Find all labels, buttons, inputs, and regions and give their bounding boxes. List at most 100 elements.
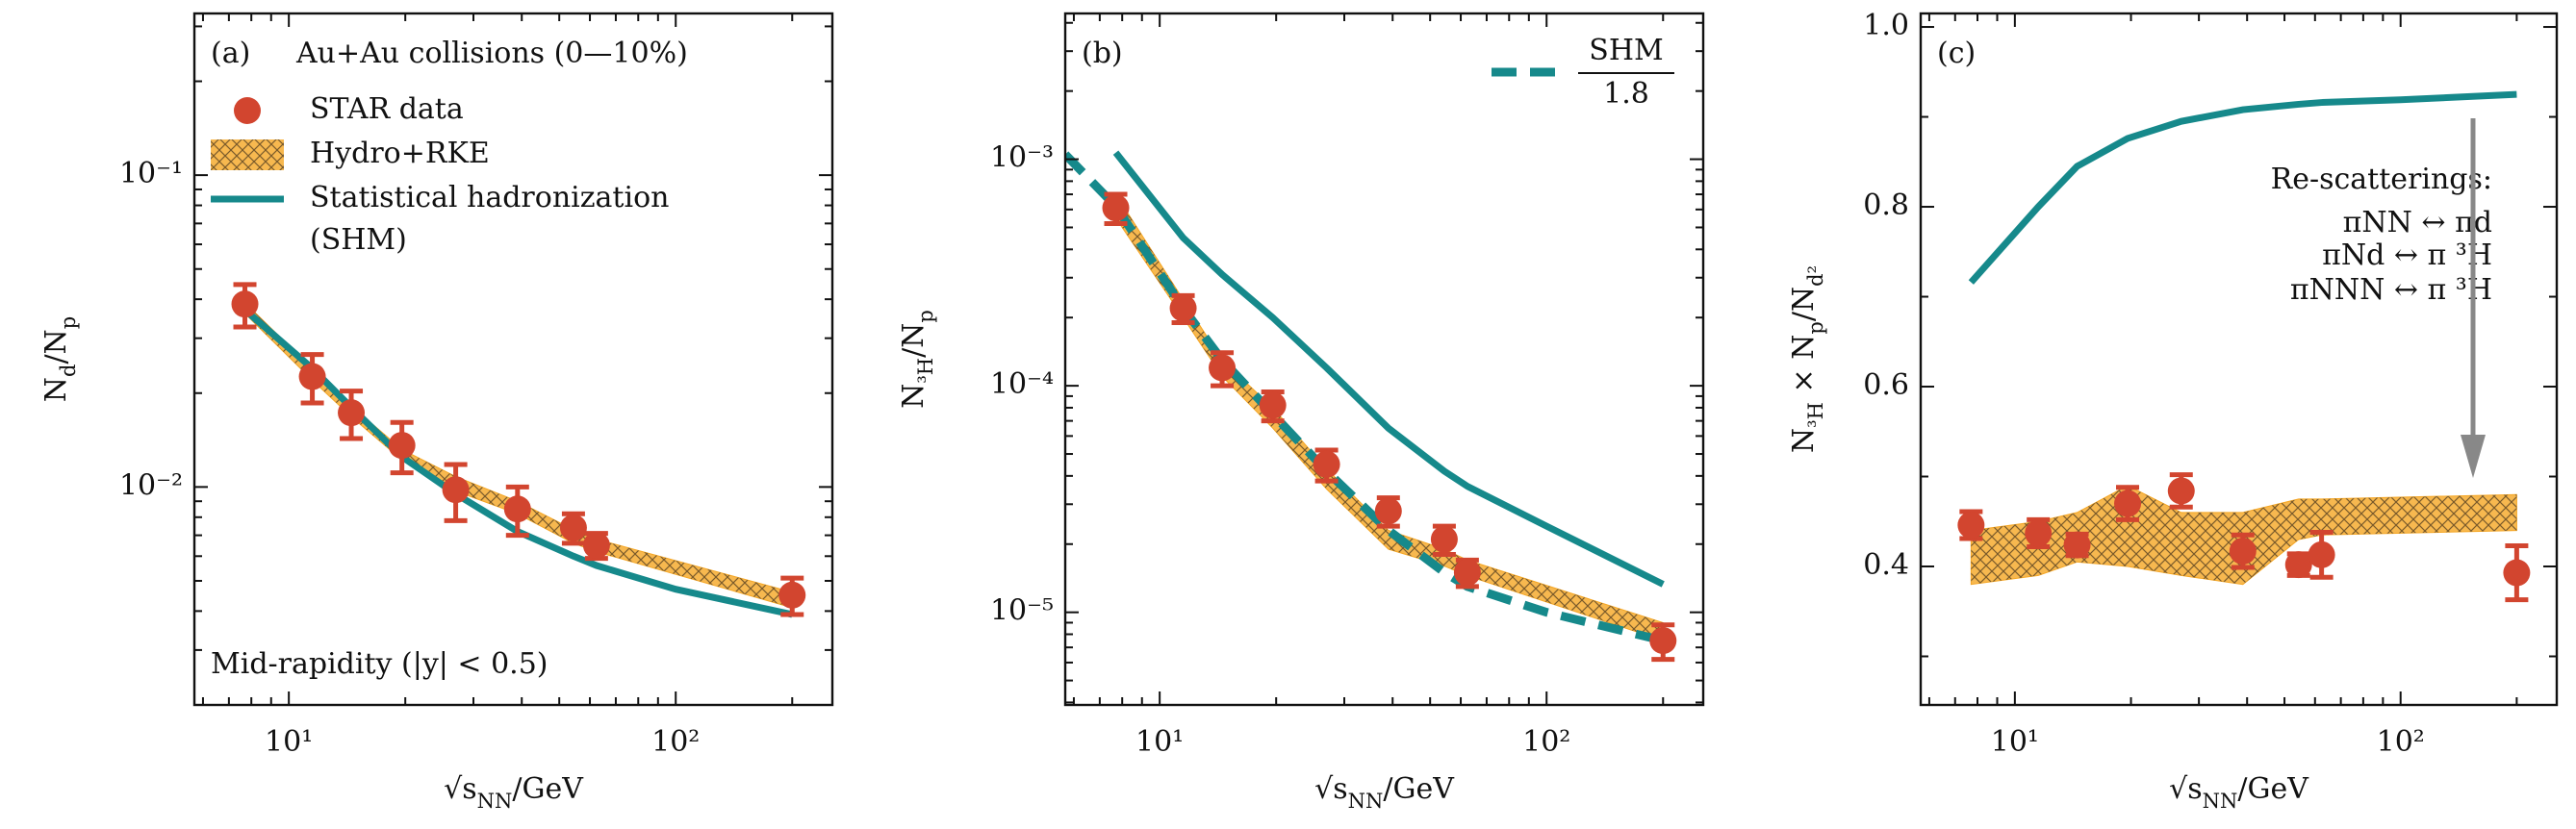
data-point: [2284, 551, 2312, 579]
axis-label-part: N: [897, 384, 931, 409]
axis-label: √sNN/GeV: [1314, 772, 1455, 813]
panel: 10¹ 10² 10⁻⁵ 10⁻⁴ 10⁻³ √sNN/GeV N³H/Np (b) SHM 1.…: [897, 12, 1705, 813]
axis-label: √sNN/GeV: [444, 772, 584, 813]
data-point: [1957, 512, 1985, 540]
dashed-line: [1065, 151, 1665, 645]
data-point: [231, 290, 259, 318]
panel-label: (c): [1937, 37, 1976, 70]
plot-area: [242, 301, 794, 618]
data-point: [2503, 559, 2531, 587]
y-tick-label: 10⁻²: [119, 468, 183, 502]
data-point: [388, 432, 416, 460]
axis-label-part: p: [1804, 321, 1827, 334]
axis-label-part: ³H: [914, 358, 937, 384]
y-tick-label: 10⁻³: [990, 141, 1054, 175]
line: [1112, 150, 1665, 588]
data-point: [1453, 559, 1481, 587]
legend-label-line: Statistical hadronization: [310, 181, 669, 214]
x-tick-label: 10¹: [1991, 725, 2039, 759]
data-point: [1313, 450, 1340, 478]
annotation: πNNN ↔ π ³H: [2290, 273, 2492, 307]
data-point: [338, 399, 366, 427]
band-hatch: [1115, 194, 1664, 641]
band-hatch: [244, 302, 793, 608]
axis-label-part: NN: [2203, 790, 2238, 813]
line: [1968, 90, 2517, 285]
annotation: Mid-rapidity (|y| < 0.5): [211, 647, 548, 681]
plot-area: [1065, 150, 1665, 645]
axis-label-part: /N: [1787, 287, 1821, 321]
x-tick-label: 10²: [1522, 725, 1570, 759]
panel-label: (b): [1082, 37, 1123, 70]
data-point: [2229, 538, 2257, 565]
data-point: [1102, 194, 1130, 222]
data-point: [2114, 490, 2142, 517]
y-tick-label: 0.6: [1863, 368, 1909, 402]
axis-label: N³H × Np/Nd²: [1787, 265, 1827, 453]
axis-label-part: ³H: [1804, 402, 1827, 428]
legend-label: Hydro+RKE: [310, 137, 490, 170]
legend-marker: [211, 139, 284, 170]
axis-label: N³H/Np: [897, 310, 937, 409]
axis-label-part: d²: [1804, 265, 1827, 287]
data-point: [1649, 627, 1677, 655]
line: [242, 307, 794, 618]
y-tick-label: 0.8: [1863, 188, 1909, 222]
axes-frame: [192, 12, 834, 707]
annotation: πNd ↔ π ³H: [2322, 239, 2492, 272]
x-tick-label: 10¹: [1135, 725, 1184, 759]
y-tick-label: 0.4: [1863, 548, 1909, 582]
data-point: [1169, 294, 1197, 322]
axis-label: Nd/Np: [39, 316, 80, 403]
data-point: [298, 363, 326, 390]
axis-label-part: √s: [2169, 772, 2203, 806]
y-tick-label: 10⁻⁵: [990, 594, 1054, 628]
y-tick-label: 10⁻¹: [119, 157, 183, 190]
axis-label-part: N: [39, 377, 73, 402]
axis-label-part: /GeV: [512, 772, 584, 806]
axis-label-part: p: [914, 310, 937, 322]
arrow-head: [2461, 435, 2486, 478]
axis-label-part: /GeV: [2237, 772, 2309, 806]
annotation: Re-scatterings:: [2271, 163, 2492, 196]
legend-label: 1.8: [1603, 77, 1649, 111]
axis-label: √sNN/GeV: [2169, 772, 2309, 813]
axis-label-part: × N: [1787, 335, 1821, 402]
data-point: [559, 514, 587, 541]
legend-label: SHM: [1589, 34, 1663, 67]
data-point: [1209, 354, 1237, 382]
axis-label-part: /GeV: [1383, 772, 1455, 806]
data-point: [1259, 391, 1287, 419]
data-point: [2063, 531, 2091, 559]
data-point: [1430, 525, 1458, 553]
data-point: [2025, 519, 2053, 547]
panel-title: Au+Au collisions (0—10%): [295, 37, 688, 70]
legend-marker: [234, 97, 261, 124]
data-point: [1374, 497, 1402, 525]
data-point: [2167, 477, 2195, 505]
y-tick-label: 1.0: [1863, 9, 1909, 42]
axis-label-part: √s: [1314, 772, 1348, 806]
annotation: πNN ↔ πd: [2343, 206, 2492, 239]
data-point: [582, 532, 610, 560]
data-point: [778, 581, 806, 609]
legend-label: Statistical hadronization (SHM): [310, 181, 669, 257]
data-point: [503, 495, 531, 523]
axis-label-part: p: [57, 316, 80, 329]
axes-frame: [1063, 12, 1705, 707]
x-tick-label: 10²: [651, 725, 700, 759]
data-point: [442, 476, 470, 504]
axis-label-part: NN: [1348, 790, 1384, 813]
axis-label-part: /N: [39, 329, 73, 364]
panel: 10¹ 10² 10⁻² 10⁻¹ √sNN/GeV Nd/Np (a) Au+Au coll…: [39, 12, 834, 813]
x-tick-label: 10²: [2377, 725, 2425, 759]
panel: 10¹ 10² 0.4 0.6 0.8 1.0 √sNN/GeV N³H × Np/Nd² (c…: [1787, 9, 2559, 813]
x-tick-label: 10¹: [265, 725, 313, 759]
band: [244, 301, 793, 609]
axes-frame: [1919, 12, 2559, 707]
data-point: [2308, 540, 2335, 568]
axis-label-part: N: [1787, 428, 1821, 453]
axis-label-part: NN: [477, 790, 513, 813]
panel-label: (a): [211, 37, 250, 70]
